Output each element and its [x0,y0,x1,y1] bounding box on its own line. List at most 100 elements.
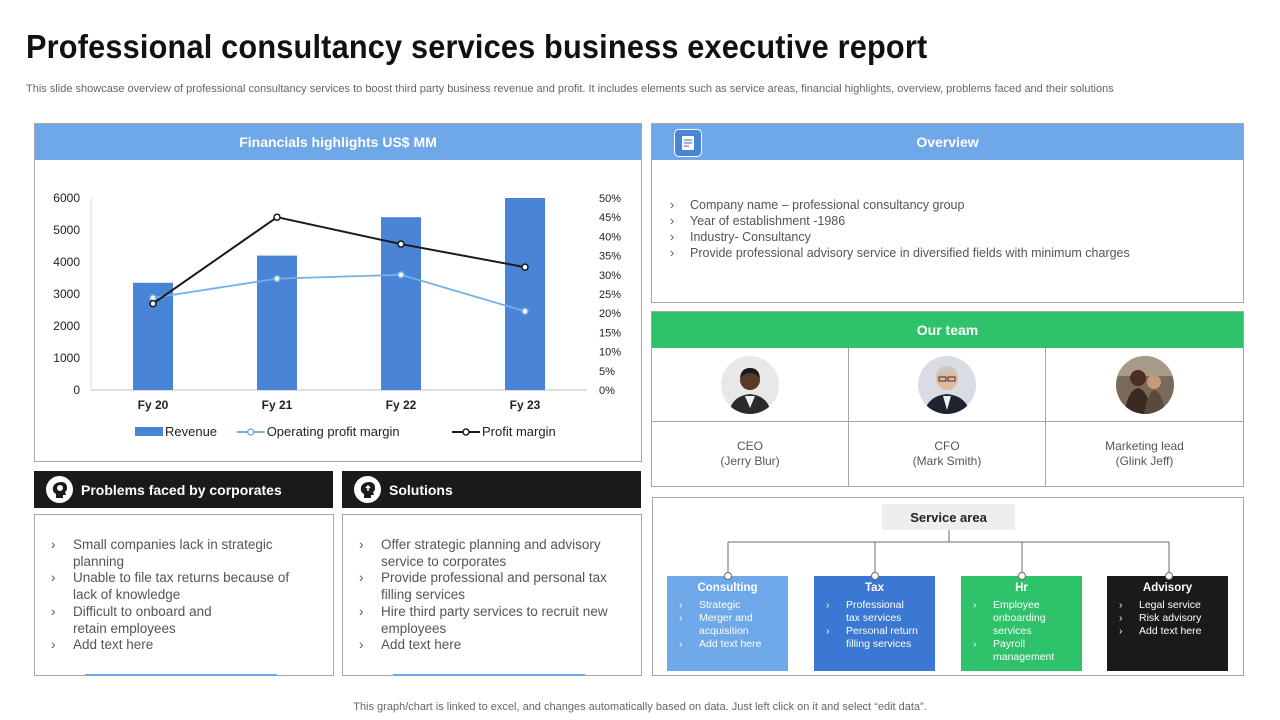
member-role: CFO [934,439,960,453]
y-right-tick-label: 10% [599,347,621,359]
problem-item: › Small companies lack in strategic plann… [51,537,273,569]
team-member-marketing: Marketing lead (Glink Jeff) [1046,422,1243,486]
overview-heading: Overview [652,124,1243,160]
member-role: CEO [736,439,763,453]
overview-item: › Industry- Consultancy [670,230,811,244]
service-item: › Employee onboarding services [973,599,1046,637]
problem-item: › Add text here [51,637,154,653]
footer-note: This graph/chart is linked to excel, and… [353,701,927,713]
connector-dot [871,572,879,580]
chevron-right-icon: › [359,570,364,586]
chevron-right-icon: › [679,599,683,611]
legend-swatch [135,427,163,436]
series-point [149,299,157,308]
team-panel: Our team [651,311,1244,487]
connector-dot [1165,572,1173,580]
service-connector-lines [727,530,1170,576]
y-left-tick-label: 6000 [53,191,80,205]
chevron-right-icon: › [670,230,675,244]
chevron-right-icon: › [679,638,683,650]
ceo-photo-cell [652,348,849,422]
chevron-right-icon: › [670,214,675,228]
problems-heading: Problems faced by corporates [81,481,282,498]
legend-label: Revenue [165,424,217,439]
service-title: Advisory [1142,582,1193,594]
y-left-tick-label: 2000 [53,319,80,333]
service-item: › Merger and acquisition [679,612,753,637]
solutions-list: › Offer strategic planning and advisory s… [359,537,621,654]
service-item: › Professional tax services [826,599,904,624]
solution-item: › Offer strategic planning and advisory s… [359,537,601,569]
chevron-right-icon: › [670,198,675,212]
solution-head-icon [354,476,381,503]
service-item: › Legal service [1119,599,1201,611]
solution-item: › Provide professional and personal tax f… [359,570,607,603]
cfo-avatar [918,355,976,414]
financials-heading: Financials highlights US$ MM [35,124,641,160]
chevron-right-icon: › [51,570,56,586]
series-line [152,216,526,305]
team-member-ceo: CEO (Jerry Blur) [652,422,849,486]
x-tick-label: Fy 20 [138,398,169,412]
member-name: (Glink Jeff) [1115,454,1174,468]
accent-bar [85,674,277,676]
service-hr: Hr › Employee onboarding services › Payrol… [961,576,1082,671]
problem-item: › Unable to file tax returns because of l… [51,570,290,603]
service-title: Tax [865,582,884,594]
ceo-avatar [721,355,779,414]
marketing-photo-cell [1046,348,1243,422]
legend-label: Operating profit margin [267,424,400,439]
y-left-tick-label: 4000 [53,255,80,269]
connector-dot [1018,572,1026,580]
series-point [397,240,405,248]
chevron-right-icon: › [973,599,977,611]
chevron-right-icon: › [359,637,364,653]
chevron-right-icon: › [826,625,830,637]
service-item: › Add text here [679,638,762,650]
problems-panel: › Small companies lack in strategic plann… [34,514,334,676]
page-subtitle: This slide showcase overview of professi… [26,83,1114,95]
marketing-lead-avatar [1115,355,1174,414]
accent-bar [393,674,585,676]
page-title: Professional consultancy services busine… [26,28,928,65]
chevron-right-icon: › [679,612,683,624]
y-right-tick-label: 35% [599,251,621,263]
x-tick-label: Fy 22 [386,398,417,412]
legend-label: Profit margin [482,424,556,439]
chevron-right-icon: › [826,599,830,611]
chevron-right-icon: › [670,246,675,260]
solutions-heading: Solutions [389,481,453,498]
team-heading: Our team [652,312,1243,348]
service-title: Hr [1015,582,1028,594]
chevron-right-icon: › [359,603,364,619]
x-tick-label: Fy 21 [262,398,293,412]
y-right-tick-label: 0% [599,385,615,397]
chevron-right-icon: › [359,537,364,552]
service-area-panel: Service area Consulting › Strategic › Merg… [652,497,1244,676]
service-advisory: Advisory › Legal service › Risk advisory ›… [1107,576,1228,671]
series-line [152,273,526,313]
series-point [273,274,281,283]
service-item: › Strategic [679,599,741,611]
y-left-tick-label: 1000 [53,351,80,365]
x-tick-label: Fy 23 [510,398,541,412]
chevron-right-icon: › [51,637,56,653]
solution-item: › Hire third party services to recruit ne… [359,603,608,636]
chevron-right-icon: › [1119,612,1123,624]
y-right-tick-label: 20% [599,308,621,320]
problems-list: › Small companies lack in strategic plann… [51,537,309,654]
service-consulting: Consulting › Strategic › Merger and acquis… [667,576,788,671]
service-area-heading: Service area [882,504,1015,530]
service-tax: Tax › Professional tax services › Personal… [814,576,935,671]
member-name: (Jerry Blur) [720,454,780,468]
y-right-tick-label: 40% [599,231,621,243]
document-icon [674,129,702,157]
financials-chart[interactable]: 0 1000 2000 3000 4000 5000 6000 0% 5% 10% 15% 20% 25… [35,160,641,460]
legend-marker [462,428,470,436]
legend-marker [246,428,255,436]
chevron-right-icon: › [1119,625,1123,637]
chevron-right-icon: › [51,537,56,552]
solutions-heading-bar: Solutions [342,471,641,508]
y-right-tick-label: 45% [599,212,621,224]
service-item: › Risk advisory [1119,612,1202,624]
